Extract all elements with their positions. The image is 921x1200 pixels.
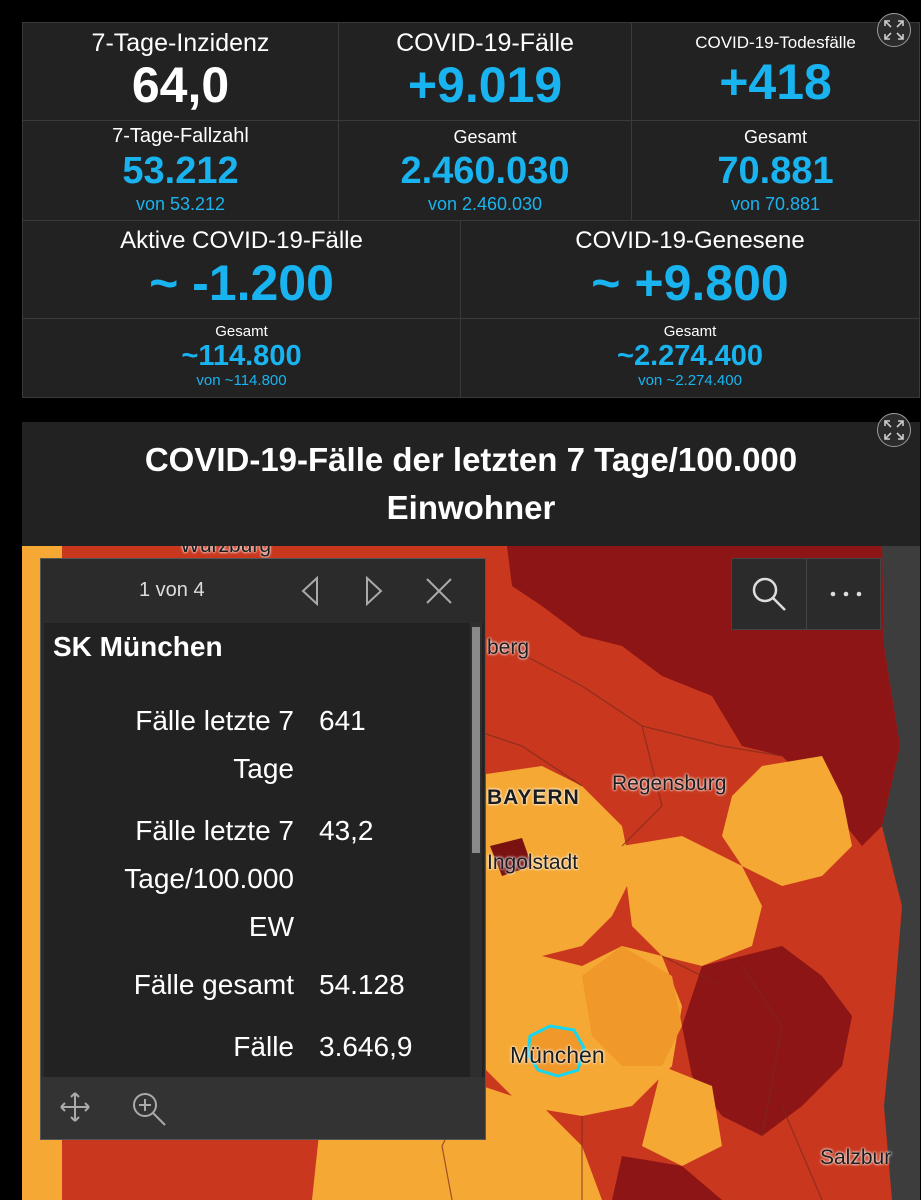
popup-footer [41, 1077, 485, 1139]
more-button[interactable] [807, 559, 881, 629]
expand-icon [884, 20, 904, 40]
chevron-right-icon [366, 575, 383, 607]
field-value: 3.646,9 [319, 1031, 413, 1062]
map-label-regensburg: Regensburg [612, 772, 727, 795]
recovered-total-cell: Gesamt ~2.274.400 von ~2.274.400 [461, 319, 919, 397]
active-value: ~ -1.200 [149, 255, 334, 311]
cases-value: +9.019 [407, 57, 563, 113]
field-label-line: Fälle [233, 1031, 294, 1062]
popup-title: SK München [53, 631, 223, 662]
map-title: COVID-19-Fälle der letzten 7 Tage/100.00… [22, 422, 920, 546]
active-total-sub: von ~114.800 [196, 372, 287, 389]
map-label-nurnberg: berg [487, 636, 530, 659]
map-label-bayern: BAYERN [487, 786, 580, 809]
popup-header: 1 von 4 [41, 559, 485, 623]
map-search-widget [731, 558, 881, 630]
deaths-total-sub: von 70.881 [730, 194, 821, 214]
close-icon [426, 578, 452, 604]
cases-total-value: 2.460.030 [400, 150, 570, 192]
field-value: 54.128 [319, 969, 405, 1000]
map-label-munchen: München [510, 1042, 605, 1068]
prev-feature-button[interactable] [293, 573, 329, 609]
dock-button[interactable] [57, 1089, 93, 1125]
deaths-total-label: Gesamt [743, 127, 808, 147]
recovered-total-value: ~2.274.400 [617, 340, 763, 372]
more-icon [830, 591, 862, 597]
cases7-sub: von 53.212 [135, 194, 226, 214]
search-button[interactable] [732, 559, 807, 629]
map-label-wurzburg: Würzburg [180, 546, 271, 558]
popup-scrollbar-thumb[interactable] [472, 627, 480, 853]
cases-total-cell: Gesamt 2.460.030 von 2.460.030 [339, 121, 632, 221]
active-total-value: ~114.800 [181, 340, 302, 372]
deaths-total-cell: Gesamt 70.881 von 70.881 [632, 121, 919, 221]
field-value: 43,2 [319, 815, 374, 846]
pan-icon [60, 1092, 90, 1122]
expand-map-button[interactable] [877, 413, 911, 447]
next-feature-button[interactable] [355, 573, 391, 609]
map-label-ingolstadt: Ingolstadt [487, 851, 579, 874]
expand-icon [884, 420, 904, 440]
cases7-cell: 7-Tage-Fallzahl 53.212 von 53.212 [23, 121, 339, 221]
field-label-line: Tage [233, 753, 294, 784]
recovered-value: ~ +9.800 [591, 255, 789, 311]
cases-total-sub: von 2.460.030 [427, 194, 543, 214]
field-label-line: Fälle letzte 7 [135, 705, 294, 736]
stats-panel: 7-Tage-Inzidenz 64,0 COVID-19-Fälle +9.0… [22, 22, 920, 398]
field-label-line: Fälle letzte 7 [135, 815, 294, 846]
field-value: 641 [319, 705, 366, 736]
deaths-total-value: 70.881 [717, 150, 834, 192]
cases-total-label: Gesamt [453, 127, 517, 147]
zoom-to-icon [133, 1093, 166, 1126]
cases-cell: COVID-19-Fälle +9.019 [339, 23, 632, 121]
field-label-line: Fälle gesamt [133, 969, 294, 1000]
field-label-line: EW [248, 911, 294, 942]
deaths-cell: COVID-19-Todesfälle +418 [632, 23, 919, 121]
close-popup-button[interactable] [421, 573, 457, 609]
active-label: Aktive COVID-19-Fälle [120, 227, 363, 254]
recovered-total-sub: von ~2.274.400 [638, 372, 742, 389]
recovered-label: COVID-19-Genesene [575, 227, 805, 254]
active-total-cell: Gesamt ~114.800 von ~114.800 [23, 319, 461, 397]
field-label-line: Tage/100.000 [124, 863, 294, 894]
zoom-to-button[interactable] [129, 1089, 169, 1129]
cases-label: COVID-19-Fälle [396, 29, 574, 57]
recovered-cell: COVID-19-Genesene ~ +9.800 [461, 221, 919, 319]
incidence-cell: 7-Tage-Inzidenz 64,0 [23, 23, 339, 121]
cases7-value: 53.212 [122, 150, 239, 192]
map-label-salzburg: Salzbur [820, 1146, 892, 1169]
active-cell: Aktive COVID-19-Fälle ~ -1.200 [23, 221, 461, 319]
cases7-label: 7-Tage-Fallzahl [112, 125, 249, 147]
search-icon [752, 577, 786, 611]
popup-content[interactable]: SK München Fälle letzte 7 Tage 641 Fälle… [44, 623, 484, 1077]
active-total-label: Gesamt [215, 323, 268, 340]
expand-stats-button[interactable] [877, 13, 911, 47]
popup-pager: 1 von 4 [139, 579, 205, 601]
incidence-label: 7-Tage-Inzidenz [91, 29, 270, 57]
incidence-value: 64,0 [131, 57, 230, 113]
recovered-total-label: Gesamt [663, 323, 717, 340]
feature-popup: 1 von 4 SK München Fälle letzte 7 Tage 6… [40, 558, 486, 1140]
chevron-left-icon [301, 575, 318, 607]
deaths-value: +418 [719, 54, 832, 110]
deaths-label: COVID-19-Todesfälle [695, 33, 856, 52]
popup-scrollbar[interactable] [470, 623, 482, 1077]
